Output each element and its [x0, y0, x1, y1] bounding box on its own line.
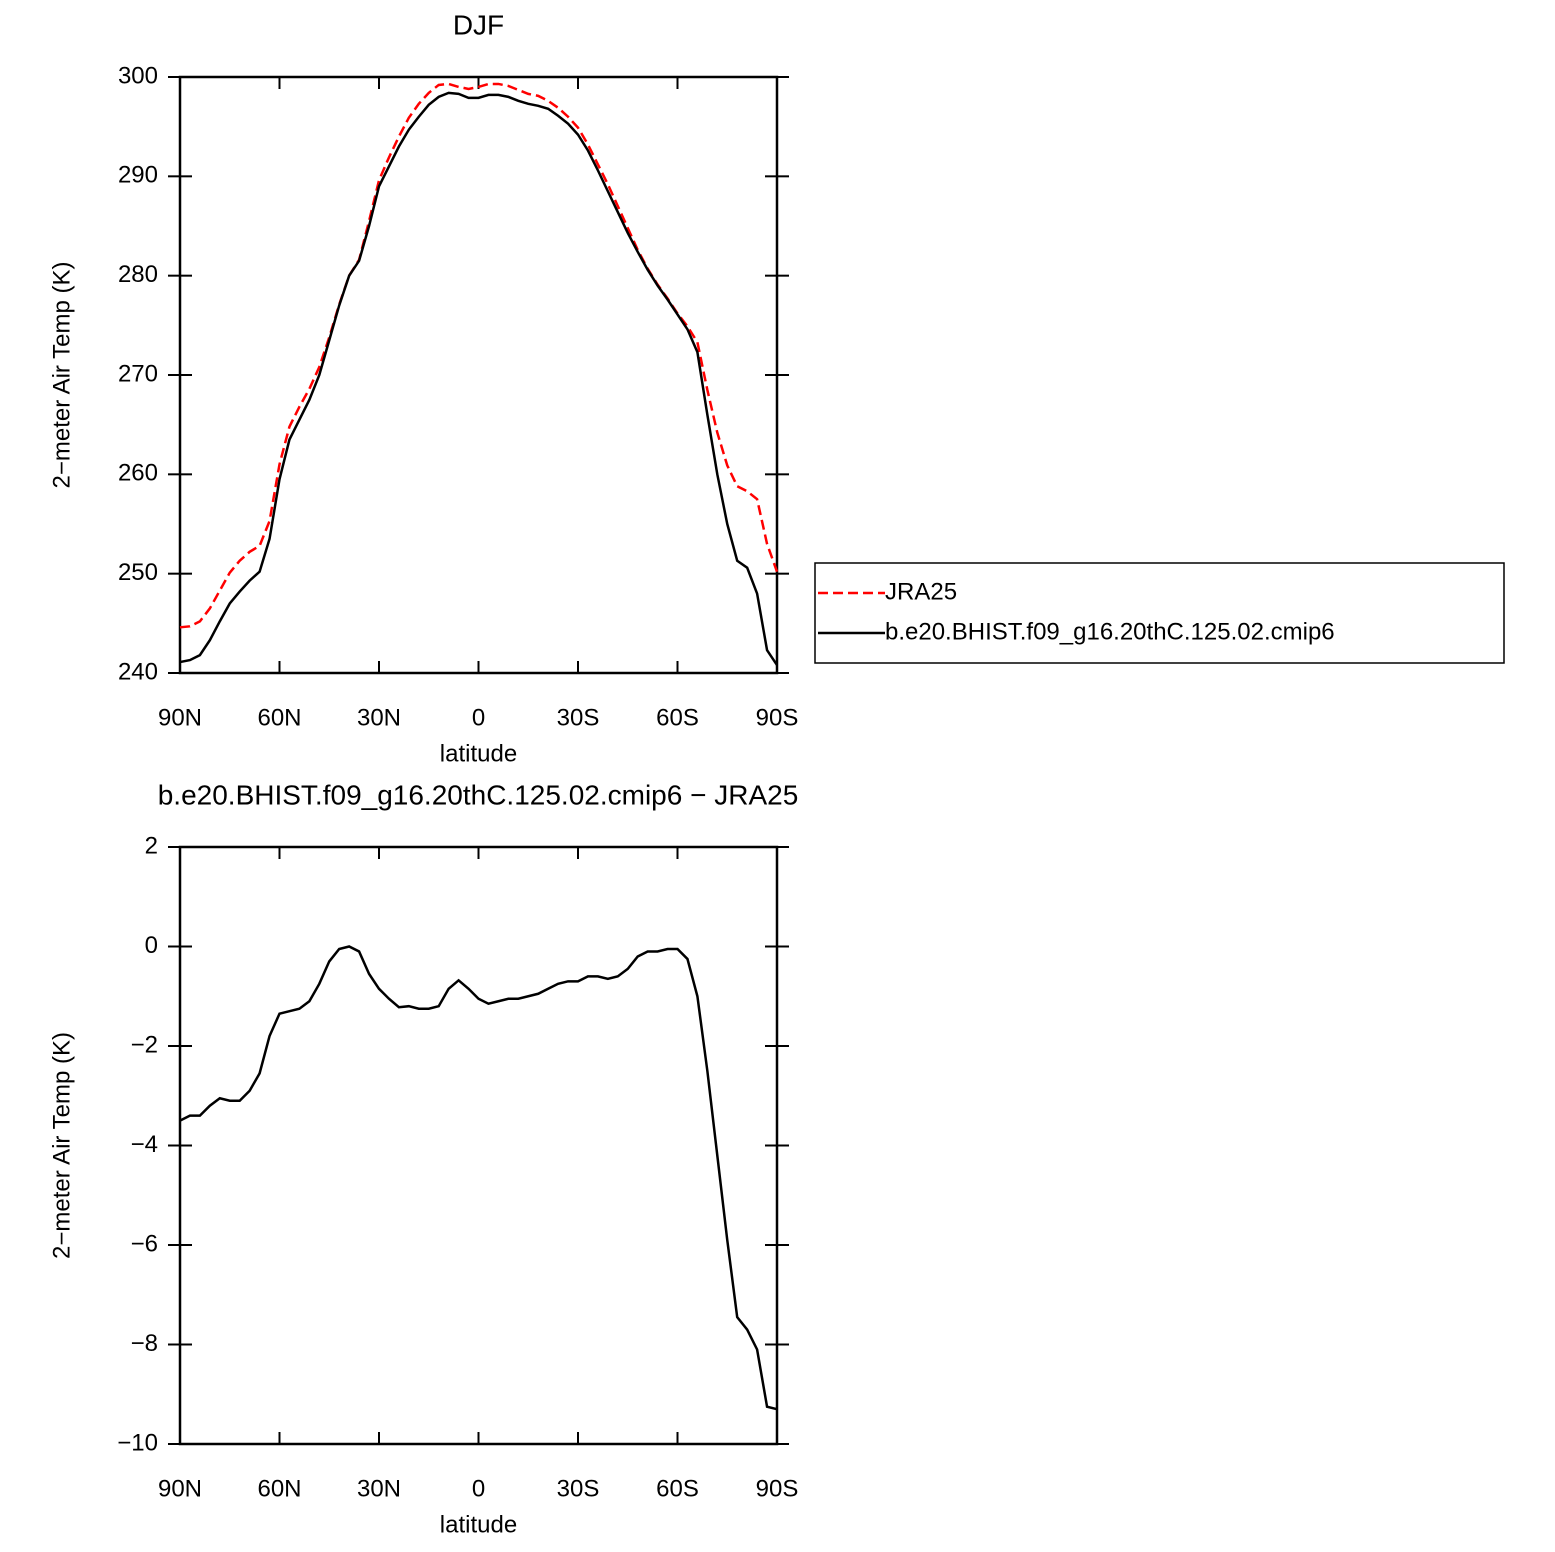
- y-tick-label: 300: [118, 62, 158, 89]
- x-axis-label: latitude: [440, 1511, 517, 1538]
- legend-label: JRA25: [885, 578, 957, 605]
- series-line: [179, 91, 779, 666]
- chart-title: DJF: [453, 9, 504, 40]
- x-axis-label: latitude: [440, 740, 517, 767]
- x-tick-label: 90N: [158, 1475, 202, 1502]
- y-tick-label: 280: [118, 261, 158, 288]
- x-tick-label: 60N: [257, 704, 301, 731]
- y-tick-label: −6: [131, 1230, 158, 1257]
- x-tick-label: 0: [472, 1475, 485, 1502]
- x-tick-label: 90S: [756, 704, 799, 731]
- y-tick-label: 2: [145, 832, 158, 859]
- y-tick-label: 0: [145, 932, 158, 959]
- chart-title: b.e20.BHIST.f09_g16.20thC.125.02.cmip6 −…: [158, 779, 799, 810]
- legend-box: [814, 562, 1505, 664]
- x-tick-label: 60N: [257, 1475, 301, 1502]
- y-tick-label: −8: [131, 1330, 158, 1357]
- plot-frame: [178, 75, 779, 675]
- x-tick-label: 60S: [656, 1475, 699, 1502]
- y-tick-label: −2: [131, 1031, 158, 1058]
- y-tick-label: −10: [117, 1429, 158, 1456]
- y-axis-label: 2−meter Air Temp (K): [48, 262, 75, 489]
- y-tick-label: −4: [131, 1131, 158, 1158]
- series-line: [179, 945, 778, 1411]
- x-tick-label: 30N: [357, 704, 401, 731]
- x-tick-label: 60S: [656, 704, 699, 731]
- x-tick-label: 90S: [756, 1475, 799, 1502]
- y-tick-label: 290: [118, 162, 158, 189]
- x-tick-label: 30S: [557, 1475, 600, 1502]
- x-tick-label: 90N: [158, 704, 202, 731]
- y-axis-label: 2−meter Air Temp (K): [48, 1032, 75, 1259]
- y-tick-label: 270: [118, 360, 158, 387]
- x-tick-label: 0: [472, 704, 485, 731]
- legend-label: b.e20.BHIST.f09_g16.20thC.125.02.cmip6: [885, 618, 1335, 645]
- y-tick-label: 250: [118, 559, 158, 586]
- x-tick-label: 30S: [557, 704, 600, 731]
- y-tick-label: 240: [118, 658, 158, 685]
- series-line: [179, 82, 779, 629]
- y-tick-label: 260: [118, 460, 158, 487]
- x-tick-label: 30N: [357, 1475, 401, 1502]
- plot-frame: [178, 845, 779, 1446]
